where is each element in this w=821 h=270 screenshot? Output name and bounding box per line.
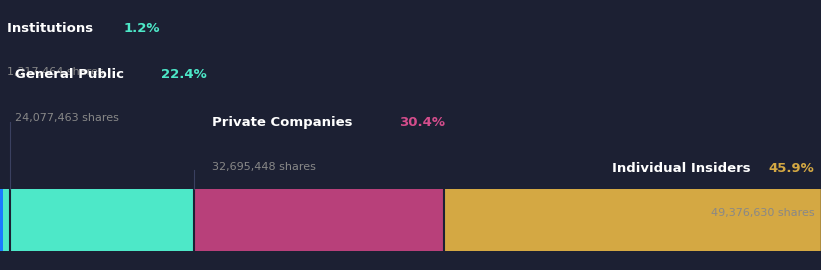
Text: 22.4%: 22.4% — [162, 68, 207, 80]
Text: Individual Insiders: Individual Insiders — [612, 162, 755, 175]
Bar — [10, 189, 194, 251]
Text: Institutions: Institutions — [7, 22, 98, 35]
Bar — [194, 189, 444, 251]
Text: 24,077,463 shares: 24,077,463 shares — [15, 113, 119, 123]
Text: 32,695,448 shares: 32,695,448 shares — [212, 162, 316, 172]
Bar — [444, 189, 821, 251]
Bar — [0, 189, 3, 251]
Text: 45.9%: 45.9% — [768, 162, 814, 175]
Text: General Public: General Public — [15, 68, 128, 80]
Text: 1,317,464 shares: 1,317,464 shares — [7, 68, 103, 77]
Bar — [0, 189, 10, 251]
Text: 1.2%: 1.2% — [124, 22, 160, 35]
Text: 49,376,630 shares: 49,376,630 shares — [711, 208, 814, 218]
Text: 30.4%: 30.4% — [399, 116, 445, 129]
Text: Private Companies: Private Companies — [212, 116, 357, 129]
